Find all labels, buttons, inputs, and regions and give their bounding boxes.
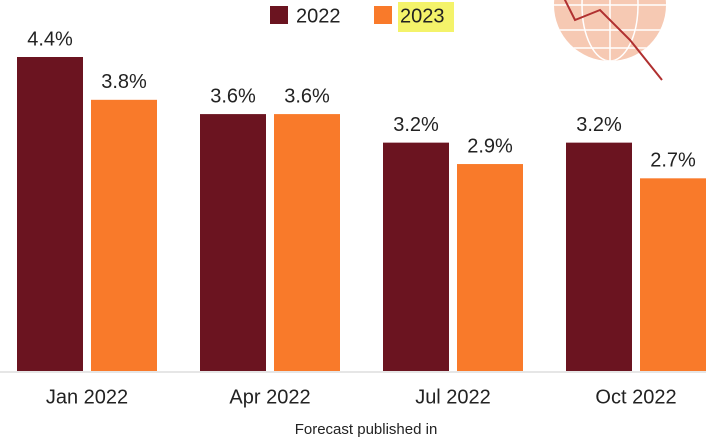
bar bbox=[17, 57, 83, 371]
bar bbox=[457, 164, 523, 371]
value-label: 2.7% bbox=[650, 150, 696, 172]
legend-label: 2022 bbox=[296, 5, 341, 27]
bar bbox=[566, 142, 632, 371]
bar bbox=[383, 142, 449, 371]
legend-highlight bbox=[398, 2, 454, 32]
value-label: 2.9% bbox=[467, 135, 513, 157]
bar bbox=[91, 99, 157, 372]
legend-swatch bbox=[374, 6, 392, 24]
value-label: 3.8% bbox=[101, 71, 147, 93]
x-tick-label: Oct 2022 bbox=[595, 386, 676, 408]
value-label: 3.2% bbox=[393, 114, 439, 136]
bar bbox=[274, 114, 340, 371]
value-label: 3.6% bbox=[210, 85, 256, 107]
legend-swatch bbox=[270, 6, 288, 24]
value-label: 3.2% bbox=[576, 114, 622, 136]
legend-label: 2023 bbox=[400, 5, 445, 27]
x-tick-label: Apr 2022 bbox=[229, 386, 310, 408]
value-label: 3.6% bbox=[284, 85, 330, 107]
bar bbox=[200, 114, 266, 371]
x-axis-title: Forecast published in bbox=[295, 421, 438, 438]
bar bbox=[640, 178, 706, 371]
value-label: 4.4% bbox=[27, 28, 73, 50]
x-tick-label: Jan 2022 bbox=[46, 386, 128, 408]
globe-icon bbox=[554, 0, 666, 81]
x-tick-label: Jul 2022 bbox=[415, 386, 491, 408]
